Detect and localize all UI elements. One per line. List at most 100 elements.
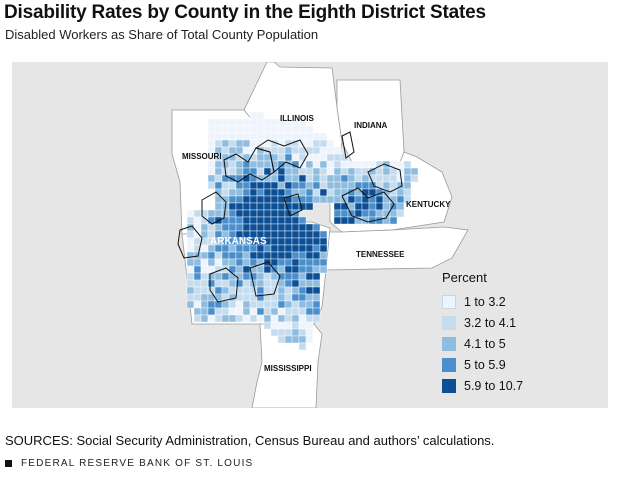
district-outline-missouri-east [283,193,303,217]
county-cell [207,258,216,267]
county-cell [347,181,356,190]
county-cell [214,167,223,176]
county-cell [228,293,237,302]
county-cell [277,293,286,302]
county-cell [270,258,279,267]
legend-item: 4.1 to 5 [442,333,523,354]
county-cell [319,174,328,183]
county-cell [214,132,223,141]
county-cell [200,272,209,281]
county-cell [186,251,195,260]
county-cell [347,160,356,169]
county-cell [207,181,216,190]
county-cell [284,174,293,183]
county-cell [235,307,244,316]
county-cell [277,195,286,204]
county-cell [235,167,244,176]
county-cell [284,132,293,141]
county-cell [207,132,216,141]
county-cell [277,125,286,134]
county-cell [221,279,230,288]
county-cell [256,272,265,281]
county-cell [270,146,279,155]
county-cell [312,181,321,190]
county-cell [347,167,356,176]
county-cell [263,272,272,281]
county-cell [319,230,328,239]
tennessee-state [325,226,469,271]
county-cell [235,139,244,148]
county-cell [305,181,314,190]
county-cell [270,223,279,232]
county-cell [270,293,279,302]
county-cell [291,279,300,288]
county-cell [186,237,195,246]
county-cell [305,258,314,267]
county-cell [193,251,202,260]
county-cell [284,146,293,155]
county-cell [291,265,300,274]
county-cell [291,300,300,309]
county-cell [277,209,286,218]
county-cell [235,251,244,260]
county-cell [298,335,307,344]
county-cell [298,279,307,288]
county-cell [235,160,244,169]
county-cell [291,258,300,267]
county-cell [270,251,279,260]
county-cell [312,251,321,260]
county-cell [242,160,251,169]
chart-title: Disability Rates by County in the Eighth… [4,2,486,23]
legend-item: 5.9 to 10.7 [442,375,523,396]
county-cell [249,139,258,148]
county-cell [221,188,230,197]
county-cell [375,174,384,183]
county-cell [263,132,272,141]
county-cell [193,209,202,218]
county-cell [277,244,286,253]
county-cell [228,160,237,169]
county-cell [396,209,405,218]
county-cell [228,188,237,197]
county-cell [235,300,244,309]
county-cell [263,202,272,211]
county-cell [333,153,342,162]
county-cell [284,181,293,190]
county-cell [249,216,258,225]
county-cell [298,125,307,134]
county-cell [277,265,286,274]
county-cell [305,328,314,337]
county-cell [312,300,321,309]
county-cell [410,174,419,183]
county-cell [291,335,300,344]
county-cell [382,167,391,176]
county-cell [298,272,307,281]
county-cell [305,265,314,274]
county-cell [270,244,279,253]
county-cell [221,139,230,148]
county-cell [319,244,328,253]
county-cell [270,195,279,204]
county-cell [396,160,405,169]
county-cell [277,251,286,260]
county-cell [235,223,244,232]
county-cell [284,258,293,267]
county-cell [256,181,265,190]
county-cell [333,195,342,204]
county-cell [242,314,251,323]
county-cell [221,307,230,316]
county-cell [382,202,391,211]
county-cell [256,111,265,120]
county-cell [270,216,279,225]
legend-label: 3.2 to 4.1 [464,315,517,330]
county-cell [284,335,293,344]
county-cell [186,279,195,288]
county-cell [228,118,237,127]
legend-swatch [442,378,456,393]
county-cell [270,307,279,316]
county-cell [207,314,216,323]
county-cell [326,153,335,162]
county-cell [242,216,251,225]
county-cell [207,160,216,169]
county-cell [305,293,314,302]
